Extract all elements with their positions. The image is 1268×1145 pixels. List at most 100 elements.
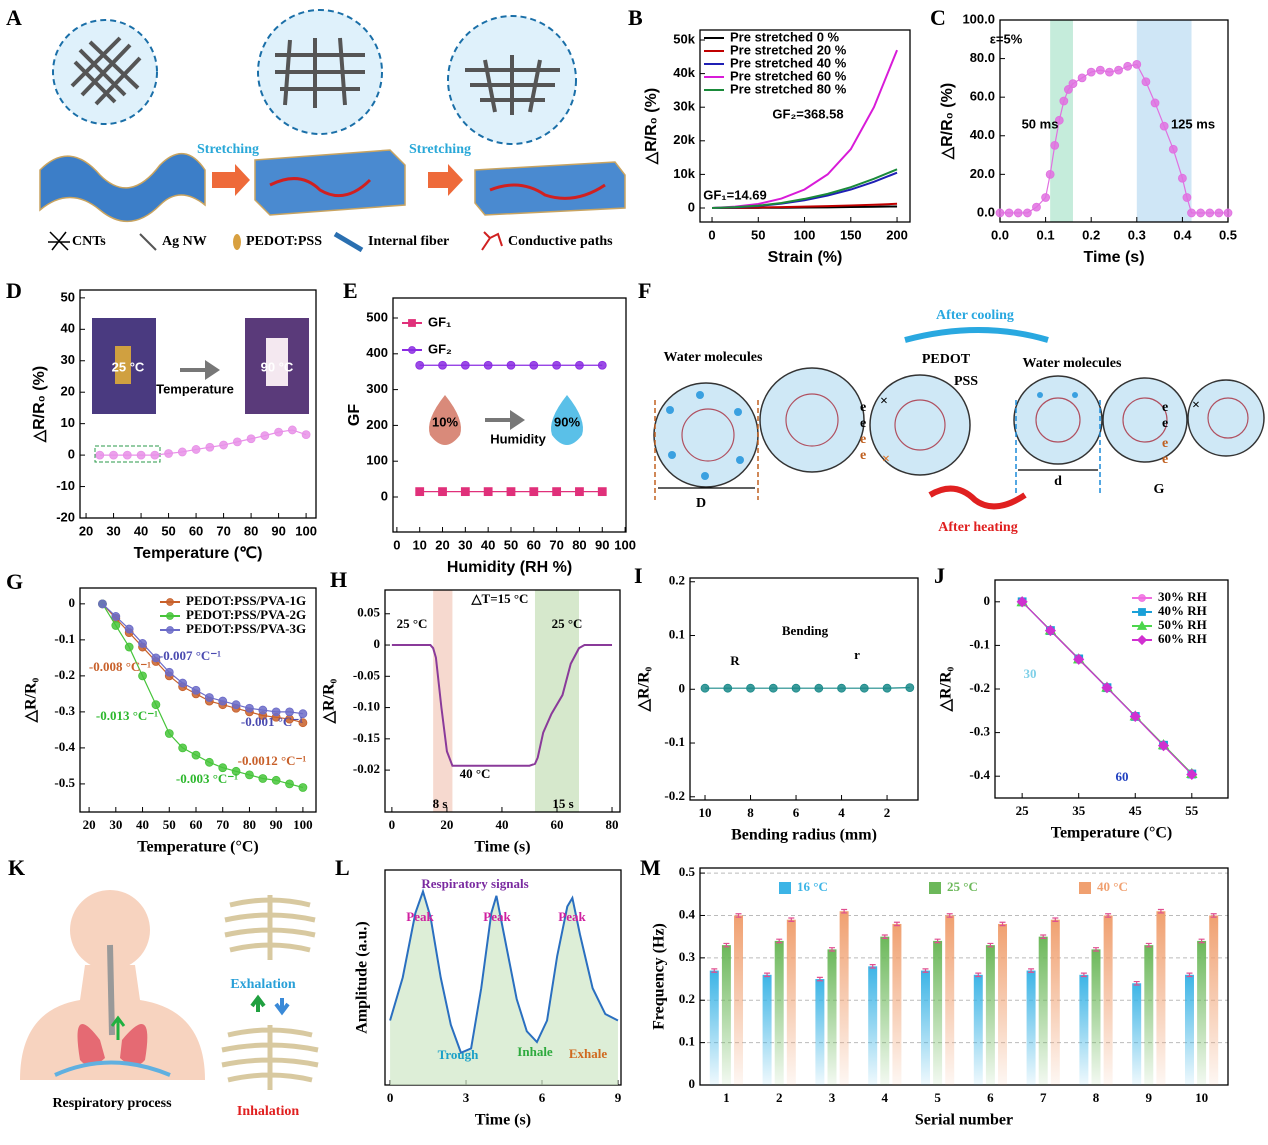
marker: [700, 683, 710, 693]
y-axis-label: GF: [346, 404, 363, 426]
panel-f: After cooling Water molecules Water mole…: [653, 308, 1265, 535]
marker: [552, 487, 562, 497]
y-tick-label: 30: [61, 352, 75, 367]
x-tick-label: 70: [549, 537, 563, 552]
marker: [164, 449, 173, 458]
plot-frame: [384, 589, 621, 813]
marker: [506, 360, 516, 370]
label: Respiratory process: [52, 1096, 172, 1111]
x-axis-label: Time (s): [475, 1112, 531, 1129]
x-tick-label: 200: [886, 227, 908, 242]
marker: [882, 683, 892, 693]
marker: [258, 774, 268, 783]
y-tick-label: 10k: [673, 166, 695, 181]
marker: [1178, 173, 1187, 183]
line: [99, 429, 307, 456]
marker: [1054, 115, 1064, 125]
x-tick-label: 8: [1093, 1090, 1100, 1105]
marker: [1214, 208, 1224, 218]
y-tick-label: 400: [366, 345, 388, 360]
y-tick-label: 0.2: [669, 573, 685, 588]
y-tick-label: 0: [69, 595, 76, 610]
x-tick-label: 80: [244, 523, 258, 538]
bar: [1038, 936, 1048, 1085]
legend-label: 50% RH: [1158, 617, 1207, 632]
marker: [151, 700, 161, 710]
marker: [529, 360, 539, 370]
error-bar: [829, 947, 835, 952]
drop: [551, 395, 583, 445]
annotation: -0.013 °C⁻¹: [96, 708, 158, 723]
x-tick-label: 4: [882, 1090, 889, 1105]
y-tick-label: 20: [61, 384, 75, 399]
error-bar: [735, 913, 742, 918]
annotation: 30: [1024, 666, 1037, 681]
x-tick-label: 0.3: [1128, 227, 1146, 242]
y-tick-label: -0.02: [353, 761, 380, 776]
panel-label: A: [6, 5, 22, 30]
legend-icon: [333, 231, 364, 253]
annotation: GF₁=14.69: [703, 187, 767, 202]
y-axis-label: Frequency (Hz): [651, 923, 668, 1030]
marker: [204, 693, 214, 702]
error-bar: [723, 942, 730, 948]
electron: e: [1162, 400, 1168, 415]
stretched-fabric: [474, 161, 626, 216]
line: [102, 603, 303, 715]
marker: [218, 763, 228, 773]
x-tick-label: 30: [458, 537, 472, 552]
diaphragm: [54, 1060, 171, 1077]
bar: [868, 966, 878, 1085]
x-tick-label: 4: [838, 805, 845, 820]
annotation: 25 °C: [112, 359, 145, 374]
y-tick-label: 100.0: [962, 11, 995, 26]
marker: [166, 612, 174, 620]
y-tick-label: 10: [61, 415, 75, 430]
marker: [1159, 121, 1169, 131]
marker: [205, 442, 215, 452]
marker: [231, 766, 241, 776]
error-bar: [1186, 972, 1193, 978]
bar: [1197, 940, 1207, 1085]
marker: [1041, 193, 1050, 202]
arrow: [250, 994, 266, 1012]
x-tick-label: 0.1: [1037, 227, 1055, 242]
marker: [746, 683, 755, 693]
error-bar: [1052, 917, 1059, 923]
bar: [933, 940, 943, 1085]
x-tick-label: 40: [481, 537, 495, 552]
y-tick-label: 0.1: [679, 1034, 695, 1049]
panel-label: C: [930, 5, 946, 30]
y-tick-label: 0.2: [679, 991, 695, 1006]
marker: [111, 621, 121, 630]
x-tick-label: 100: [295, 523, 317, 538]
bar: [985, 945, 995, 1085]
label: After cooling: [936, 308, 1014, 323]
marker: [415, 360, 425, 370]
y-tick-label: -0.3: [54, 703, 75, 718]
error-bar: [869, 964, 876, 969]
legend-label: PEDOT:PSS/PVA-3G: [186, 621, 306, 636]
marker: [597, 487, 607, 497]
y-tick-label: 0: [688, 199, 695, 214]
legend-label: 30% RH: [1158, 589, 1207, 604]
x-tick-label: 0: [389, 817, 396, 832]
x-tick-label: 20: [440, 817, 453, 832]
error-bar: [893, 921, 900, 927]
y-tick-label: -0.2: [54, 667, 75, 682]
legend-label: Pre stretched 60 %: [730, 68, 847, 83]
marker: [1050, 141, 1060, 150]
panel-label: K: [8, 855, 25, 880]
x-tick-label: 0.0: [991, 227, 1009, 242]
x-axis-label: Temperature (°C): [1051, 825, 1172, 842]
x-tick-label: 3: [463, 1090, 470, 1105]
legend-icon: [48, 231, 70, 251]
annotation: 25 °C: [552, 616, 583, 631]
electron: e: [860, 416, 866, 431]
y-tick-label: 0: [374, 636, 381, 651]
x-tick-label: 9: [1146, 1090, 1153, 1105]
y-tick-label: 80.0: [970, 50, 995, 65]
legend-label: 40 °C: [1097, 879, 1128, 894]
marker: [204, 757, 214, 767]
panel-label: F: [638, 278, 651, 303]
